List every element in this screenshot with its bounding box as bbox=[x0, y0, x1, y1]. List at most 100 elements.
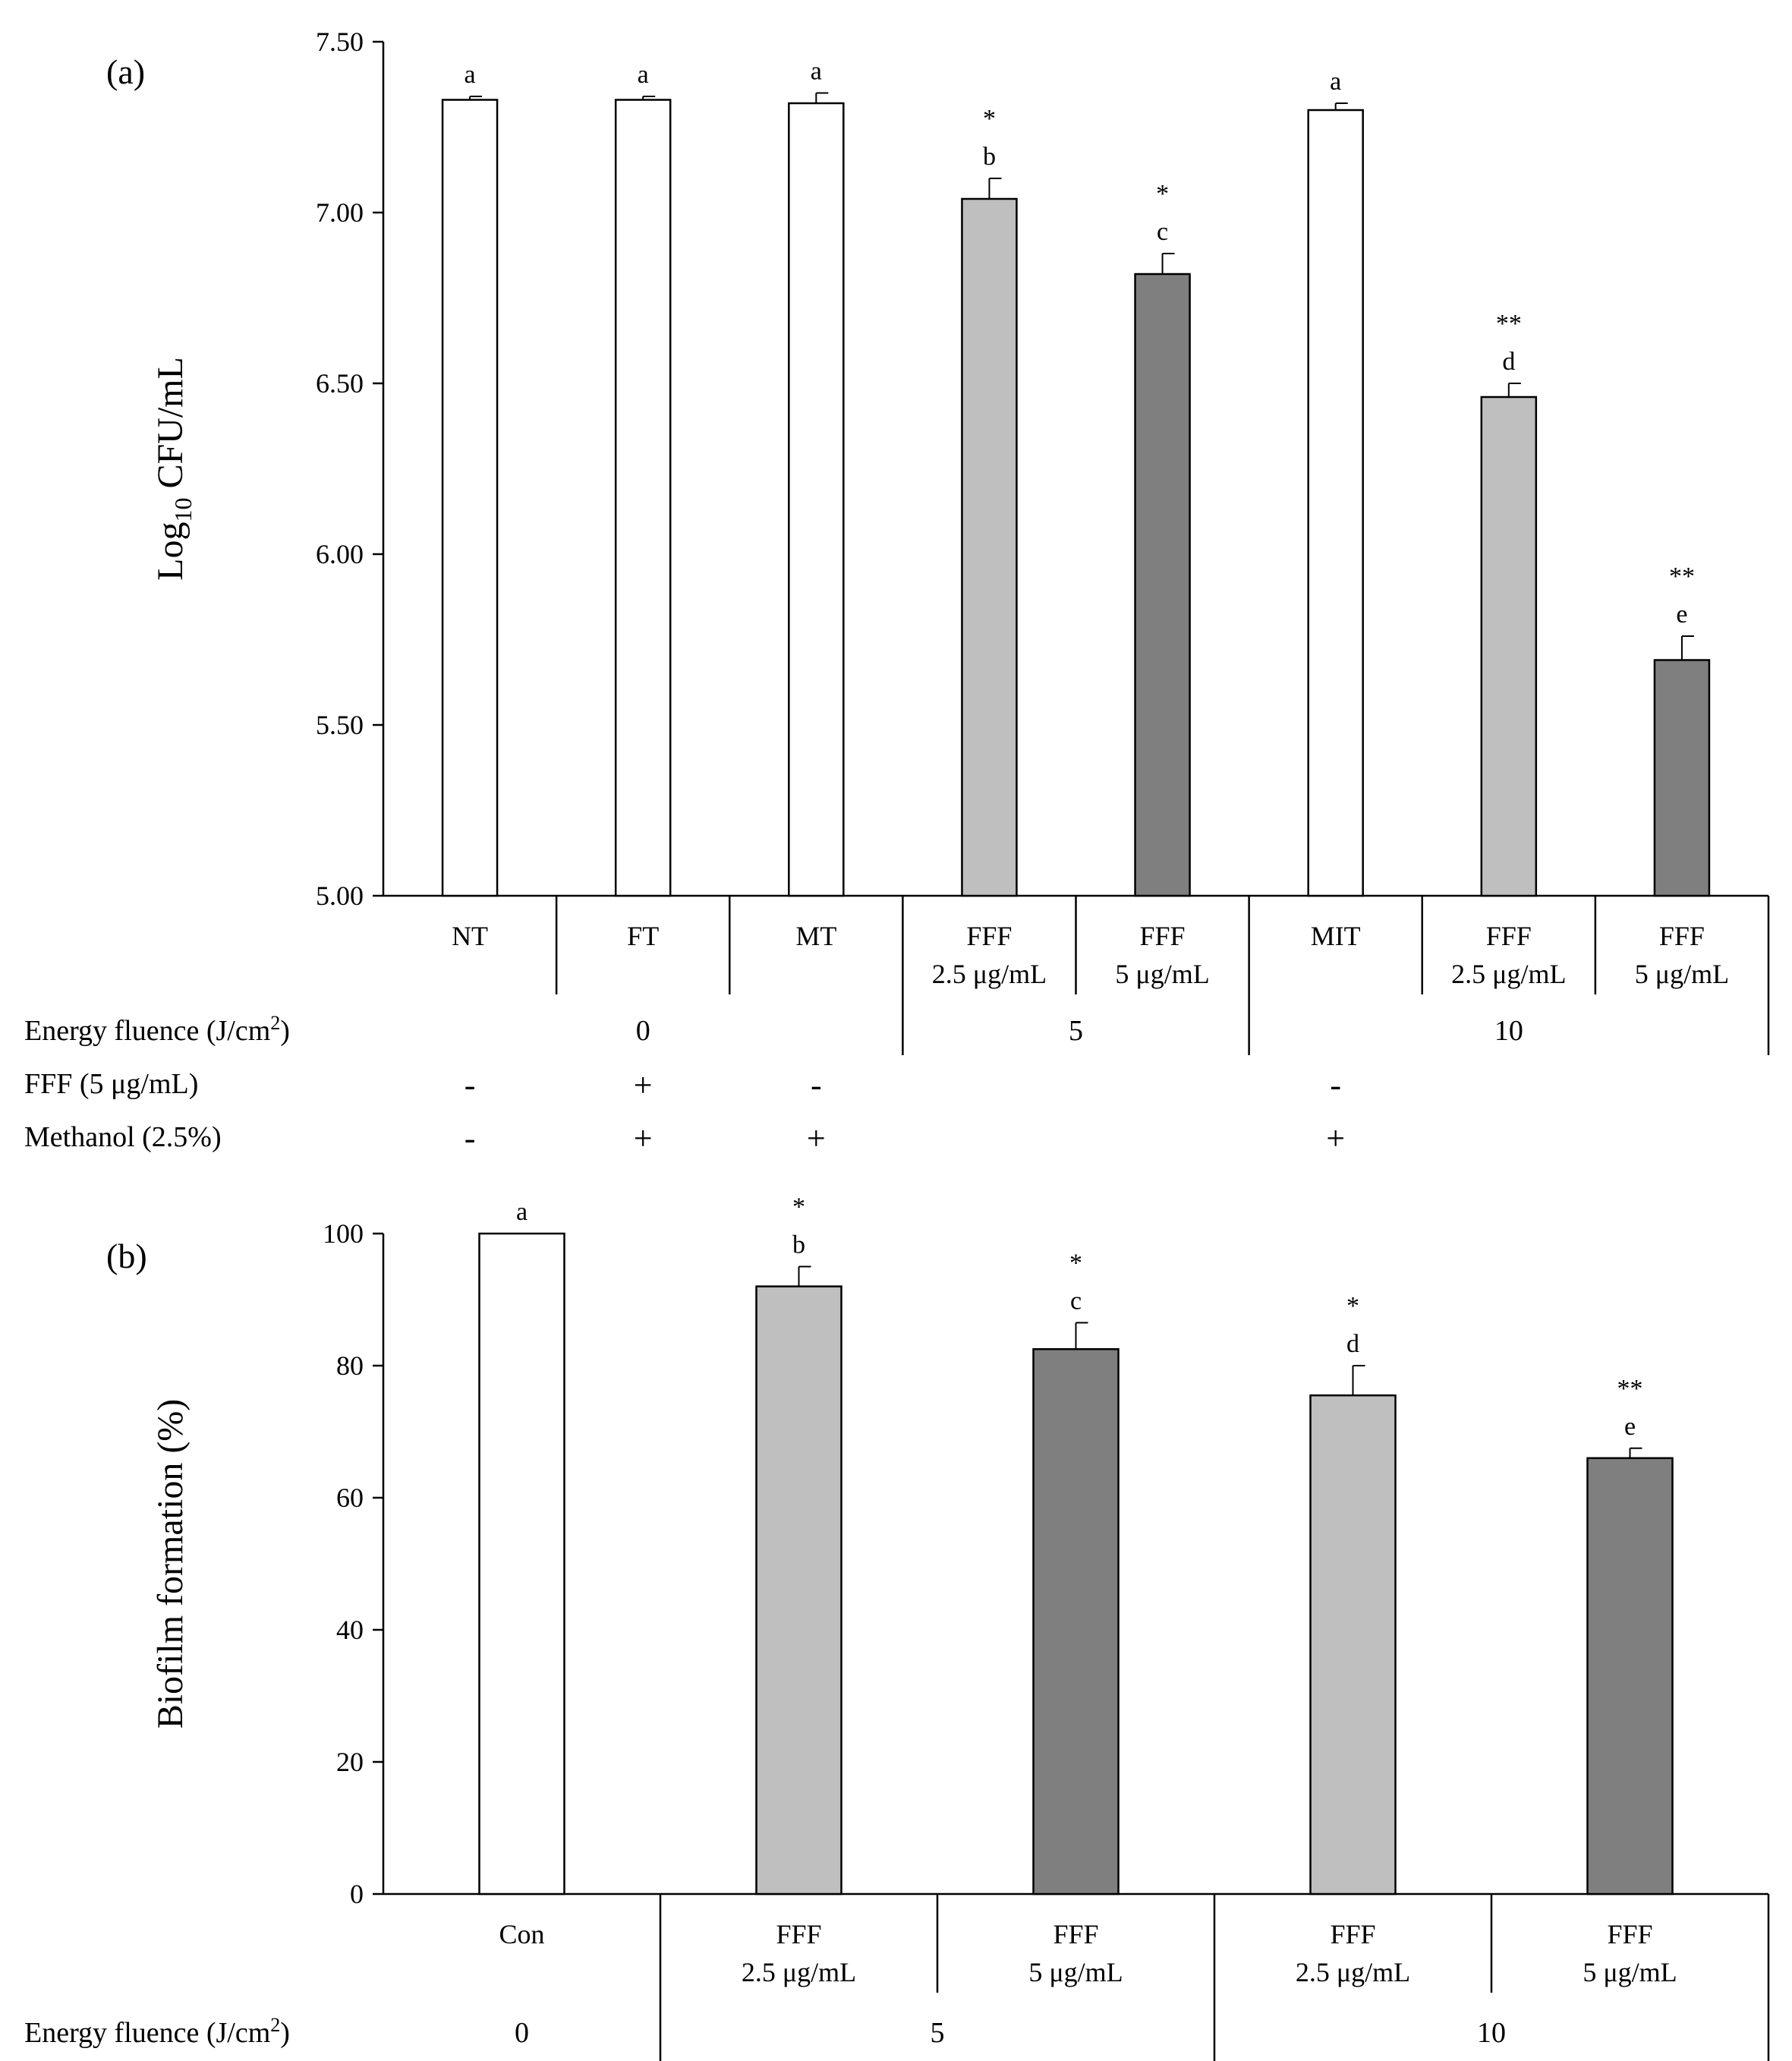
category-label-line2: 2.5 μg/mL bbox=[1451, 959, 1566, 989]
category-label: FFF bbox=[1330, 1919, 1375, 1949]
bar bbox=[614, 99, 672, 897]
condition-symbol: - bbox=[465, 1067, 476, 1104]
category-label-line2: 5 μg/mL bbox=[1028, 1957, 1123, 1987]
condition-symbol: - bbox=[1330, 1067, 1341, 1104]
significance-letter: e bbox=[1624, 1413, 1636, 1441]
energy-fluence-label-end: ) bbox=[280, 2017, 290, 2049]
panel-label: (a) bbox=[106, 52, 145, 91]
y-axis-title: Biofilm formation (%) bbox=[150, 1399, 191, 1729]
y-tick-label: 6.00 bbox=[316, 539, 364, 569]
category-label: FFF bbox=[1140, 921, 1186, 951]
condition-symbol: + bbox=[634, 1120, 653, 1157]
category-label-line2: 2.5 μg/mL bbox=[1296, 1957, 1410, 1987]
category-label-line2: 2.5 μg/mL bbox=[742, 1957, 856, 1987]
energy-fluence-value: 5 bbox=[931, 2017, 945, 2049]
condition-symbol: + bbox=[634, 1067, 653, 1104]
energy-fluence-label-main: Energy fluence (J/cm bbox=[24, 2017, 270, 2049]
category-label: FFF bbox=[966, 921, 1012, 951]
significance-letter: b bbox=[983, 143, 996, 171]
category-label: FFF bbox=[1607, 1919, 1652, 1949]
bar bbox=[1309, 1394, 1397, 1896]
energy-fluence-label-sup: 2 bbox=[270, 1012, 280, 1034]
y-tick-label: 60 bbox=[336, 1483, 364, 1513]
significance-letter: a bbox=[465, 61, 476, 89]
y-tick-label: 7.50 bbox=[316, 27, 364, 57]
condition-symbol: + bbox=[1326, 1120, 1345, 1157]
energy-fluence-value: 0 bbox=[636, 1015, 650, 1047]
significance-stars: * bbox=[1069, 1249, 1082, 1277]
category-label-line2: 5 μg/mL bbox=[1583, 1957, 1677, 1987]
category-label: FFF bbox=[1659, 921, 1705, 951]
energy-fluence-label-sup: 2 bbox=[270, 2014, 280, 2036]
category-label: NT bbox=[452, 921, 488, 951]
energy-fluence-value: 5 bbox=[1069, 1015, 1083, 1047]
significance-stars: ** bbox=[1617, 1375, 1643, 1403]
significance-letter: a bbox=[516, 1198, 528, 1226]
bar bbox=[1480, 395, 1538, 897]
category-label-line2: 5 μg/mL bbox=[1115, 959, 1209, 989]
energy-fluence-value: 10 bbox=[1477, 2017, 1506, 2049]
category-label: FFF bbox=[776, 1919, 821, 1949]
bar bbox=[478, 1232, 565, 1896]
bar bbox=[788, 102, 845, 897]
significance-stars: * bbox=[792, 1193, 805, 1221]
y-axis-title-subscript: 10 bbox=[169, 498, 197, 522]
y-tick-label: 40 bbox=[336, 1615, 364, 1645]
bar bbox=[1586, 1457, 1674, 1896]
significance-letter: a bbox=[638, 61, 649, 89]
category-label: FFF bbox=[1486, 921, 1532, 951]
bar bbox=[961, 197, 1018, 897]
energy-fluence-label: Energy fluence (J/cm2) bbox=[24, 1012, 290, 1047]
condition-symbol: + bbox=[807, 1120, 826, 1157]
condition-symbol: - bbox=[811, 1067, 822, 1104]
significance-letter: a bbox=[1330, 68, 1341, 96]
bar bbox=[755, 1285, 842, 1896]
y-tick-label: 7.00 bbox=[316, 197, 364, 228]
significance-letter: c bbox=[1157, 218, 1168, 246]
significance-letter: d bbox=[1502, 348, 1515, 376]
category-label-line2: 2.5 μg/mL bbox=[932, 959, 1047, 989]
significance-letter: c bbox=[1070, 1287, 1082, 1315]
y-tick-label: 80 bbox=[336, 1350, 364, 1381]
significance-letter: d bbox=[1346, 1330, 1359, 1358]
y-axis-title: Log10 CFU/mL bbox=[150, 357, 197, 581]
y-tick-label: 5.50 bbox=[316, 710, 364, 740]
condition-symbol: - bbox=[465, 1120, 476, 1157]
energy-fluence-value: 10 bbox=[1494, 1015, 1523, 1047]
significance-stars: * bbox=[1156, 180, 1169, 208]
category-label: MT bbox=[795, 921, 836, 951]
y-tick-label: 20 bbox=[336, 1747, 364, 1777]
significance-stars: * bbox=[1346, 1292, 1359, 1320]
category-label: FFF bbox=[1053, 1919, 1098, 1949]
category-label: MIT bbox=[1311, 921, 1361, 951]
y-axis-title-main: Log bbox=[150, 522, 191, 581]
y-tick-label: 6.50 bbox=[316, 368, 364, 399]
y-axis-title-rest: CFU/mL bbox=[150, 357, 191, 497]
energy-fluence-label: Energy fluence (J/cm2) bbox=[24, 2014, 290, 2049]
bar bbox=[441, 99, 499, 897]
bar bbox=[1134, 273, 1191, 897]
condition-row-label: FFF (5 μg/mL) bbox=[24, 1068, 198, 1100]
y-tick-label: 100 bbox=[323, 1218, 364, 1249]
energy-fluence-value: 0 bbox=[515, 2017, 529, 2049]
condition-row-label: Methanol (2.5%) bbox=[24, 1121, 222, 1153]
category-label-line2: 5 μg/mL bbox=[1635, 959, 1729, 989]
bar bbox=[1032, 1348, 1120, 1896]
significance-letter: b bbox=[792, 1231, 805, 1259]
y-tick-label: 5.00 bbox=[316, 881, 364, 911]
panel-label: (b) bbox=[106, 1237, 147, 1275]
significance-stars: * bbox=[983, 105, 996, 133]
energy-fluence-label-end: ) bbox=[280, 1015, 290, 1047]
energy-fluence-label-main: Energy fluence (J/cm bbox=[24, 1015, 270, 1047]
category-label: FT bbox=[627, 921, 659, 951]
bar bbox=[1653, 659, 1711, 897]
significance-letter: a bbox=[811, 58, 822, 86]
y-tick-label: 0 bbox=[350, 1879, 364, 1909]
bar bbox=[1307, 109, 1364, 897]
significance-stars: ** bbox=[1669, 563, 1695, 591]
significance-letter: e bbox=[1676, 600, 1687, 629]
category-label: Con bbox=[499, 1919, 544, 1949]
